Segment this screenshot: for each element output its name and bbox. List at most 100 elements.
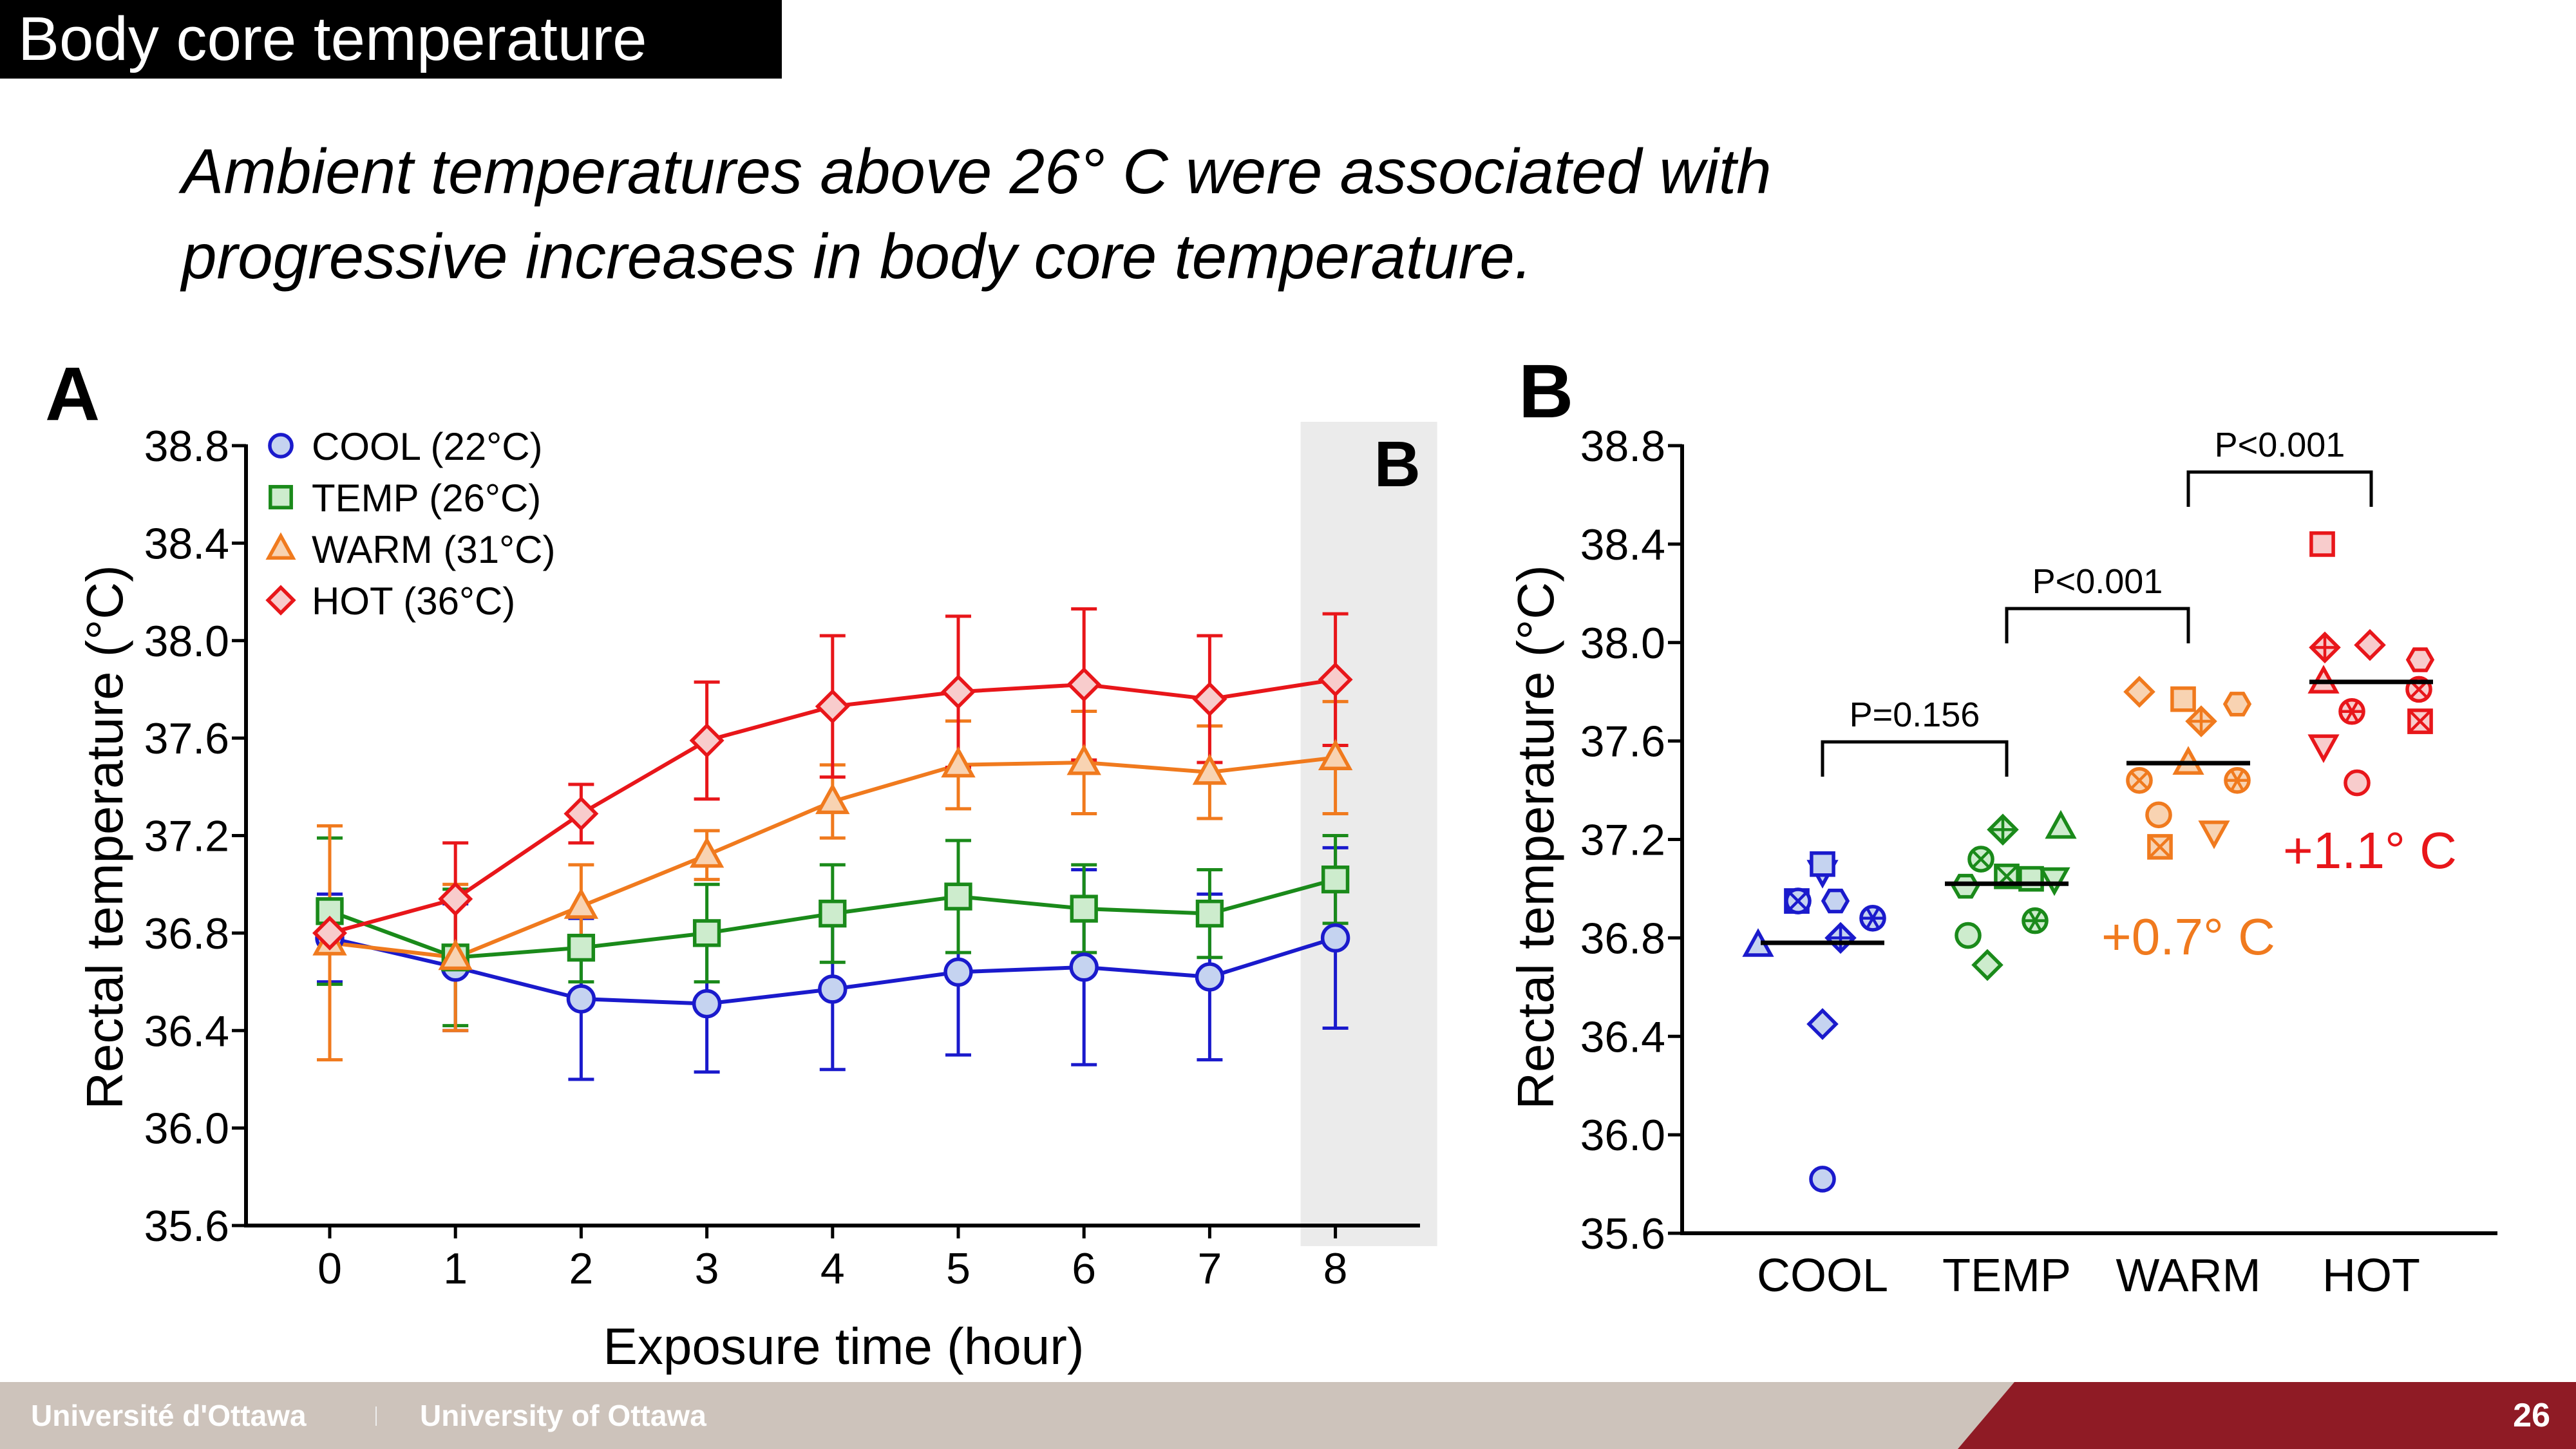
scatter-point-hot: [2407, 708, 2433, 734]
panel-a-highlight-label: B: [1374, 428, 1421, 500]
data-point-cool-shape: [1320, 923, 1350, 953]
data-point-temp-shape: [1195, 899, 1224, 928]
subtitle-line-1: Ambient temperatures above 26° C were as…: [182, 136, 1772, 207]
footer-separator: [375, 1406, 377, 1426]
data-point-cool-shape: [566, 984, 596, 1014]
scatter-point-cool: [1810, 851, 1835, 877]
data-point-cool-shape: [943, 957, 973, 987]
scatter-point-temp-stroke: [1971, 849, 1991, 869]
data-point-temp-shape: [944, 882, 972, 911]
data-point-cool: [1195, 962, 1225, 992]
comparison-bracket: [2005, 607, 2190, 643]
scatter-point-temp-shape: [2038, 867, 2070, 896]
legend-marker-hot: [265, 585, 296, 616]
slide-title: Body core temperature: [0, 0, 782, 79]
data-point-hot-shape: [438, 881, 473, 916]
data-point-hot-shape: [1192, 681, 1227, 717]
legend-marker-cool-shape: [268, 433, 294, 459]
scatter-point-cool-shape: [1821, 888, 1850, 914]
data-point-temp-shape: [1321, 865, 1350, 894]
panel-a-y-tick-label: 36.4: [144, 1007, 229, 1056]
comparison-bracket: [1821, 740, 2009, 777]
data-point-temp-shape: [692, 919, 721, 947]
data-point-warm-shape: [815, 782, 850, 815]
panel-a-y-tick-label: 37.6: [144, 714, 229, 763]
scatter-point-warm-shape: [2222, 692, 2252, 717]
data-point-warm-shape: [438, 938, 473, 971]
data-point-temp: [819, 899, 847, 928]
data-point-cool: [1069, 952, 1099, 982]
data-point-warm: [438, 938, 473, 971]
scatter-point-cool-stroke: [1866, 907, 1880, 929]
panel-b-y-tick-label: 37.2: [1580, 816, 1665, 865]
scatter-point-warm-shape: [2198, 820, 2230, 849]
data-point-temp: [567, 933, 596, 962]
data-point-hot-shape: [564, 796, 599, 831]
footer-university-fr: Université d'Ottawa: [31, 1399, 307, 1432]
scatter-point-temp-shape: [1955, 922, 1982, 949]
legend-label-cool: COOL (22°C): [312, 425, 543, 468]
scatter-point-warm-stroke: [2148, 835, 2172, 859]
data-point-warm: [941, 746, 976, 778]
legend-label-temp: TEMP (26°C): [312, 477, 541, 520]
scatter-point-hot: [2354, 629, 2386, 661]
data-point-cool-shape: [692, 989, 722, 1019]
panel-a-y-tick-label: 37.2: [144, 812, 229, 861]
legend-label-warm: WARM (31°C): [312, 528, 555, 571]
panel-a-y-tick-label: 36.0: [144, 1104, 229, 1153]
data-point-warm: [815, 782, 850, 815]
panel-b-category-label: COOL: [1757, 1250, 1888, 1302]
panel-a-x-tick-label: 0: [317, 1244, 342, 1293]
scatter-point-hot-shape: [2309, 531, 2335, 557]
data-point-hot: [1318, 662, 1353, 697]
scatter-point-temp: [2022, 907, 2049, 934]
scatter-point-temp: [1987, 813, 2019, 846]
scatter-point-warm: [2198, 820, 2230, 849]
scatter-point-temp-shape: [2018, 866, 2044, 892]
scatter-point-hot-shape: [2344, 769, 2371, 797]
data-point-hot-shape: [312, 915, 347, 951]
data-point-warm: [689, 836, 724, 868]
data-point-cool: [566, 984, 596, 1014]
comparison-bracket: [2186, 470, 2373, 507]
scatter-point-warm: [2222, 692, 2252, 717]
scatter-point-cool-shape: [1809, 1166, 1836, 1193]
scatter-point-warm: [2123, 676, 2155, 708]
panel-a-x-axis-title: Exposure time (hour): [603, 1318, 1084, 1375]
panel-a-y-tick-label: 38.8: [144, 422, 229, 471]
data-point-warm-shape: [564, 887, 599, 919]
scatter-point-cool: [1806, 1008, 1839, 1040]
data-point-cool-shape: [1069, 952, 1099, 982]
panel-b-category-label: WARM: [2116, 1250, 2260, 1302]
panel-a-y-tick-label: 36.8: [144, 909, 229, 958]
scatter-point-cool-stroke: [1788, 891, 1808, 911]
data-point-cool: [943, 957, 973, 987]
data-point-warm-shape: [1066, 744, 1101, 775]
data-point-hot: [1066, 667, 1102, 702]
panel-b-category-label: TEMP: [1942, 1250, 2071, 1302]
scatter-point-warm-stroke: [2230, 770, 2244, 791]
scatter-point-warm: [2126, 766, 2153, 794]
panel-b-y-tick-label: 38.4: [1580, 520, 1665, 569]
scatter-point-hot: [2344, 769, 2371, 797]
panel-b-y-tick-label: 38.8: [1580, 422, 1665, 471]
scatter-point-hot: [2307, 734, 2340, 763]
subtitle-line-2: progressive increases in body core tempe…: [182, 221, 1533, 292]
legend-marker-hot-shape: [265, 585, 296, 616]
panel-b-y-tick-label: 38.0: [1580, 619, 1665, 668]
footer-accent: [1958, 1382, 2576, 1449]
panel-a-x-tick-label: 3: [695, 1244, 719, 1293]
data-point-temp: [1321, 865, 1350, 894]
panel-a-highlight-band: [1300, 422, 1437, 1246]
scatter-point-temp: [2038, 867, 2070, 896]
panel-b-y-tick-label: 35.6: [1580, 1209, 1665, 1258]
data-point-warm-shape: [1192, 753, 1227, 785]
scatter-point-warm: [2185, 705, 2217, 737]
footer-bar: Université d'Ottawa University of Ottawa…: [0, 1382, 2576, 1449]
scatter-point-cool-shape: [1810, 851, 1835, 877]
scatter-point-hot: [2309, 631, 2341, 664]
panel-b-category-label: HOT: [2322, 1250, 2420, 1302]
panel-b-y-axis-title: Rectal temperature (°C): [1507, 565, 1564, 1110]
panel-b-y-tick-label: 36.0: [1580, 1111, 1665, 1160]
data-point-temp: [692, 919, 721, 947]
